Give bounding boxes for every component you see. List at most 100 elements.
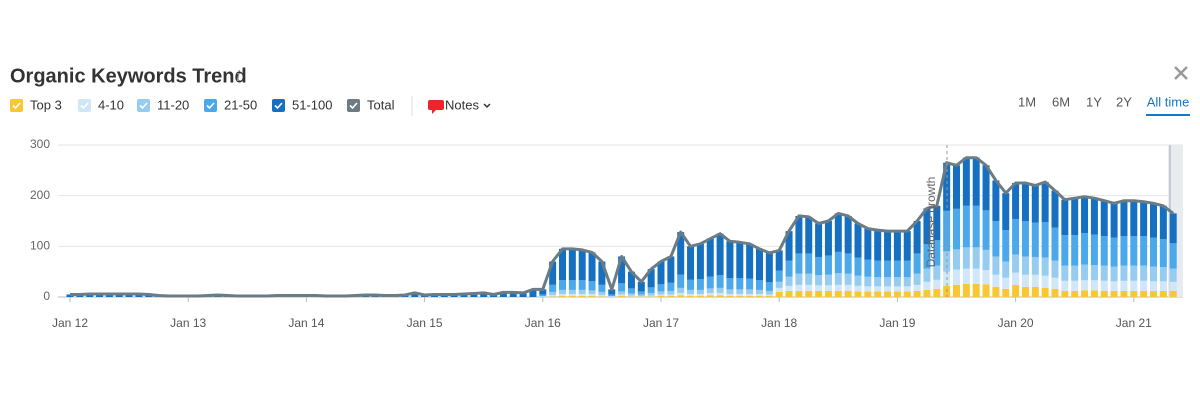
bar-segment xyxy=(588,290,596,294)
bar-segment xyxy=(736,278,744,290)
bar-segment xyxy=(962,247,970,269)
bar-segment xyxy=(696,289,704,294)
bar-segment xyxy=(637,296,645,297)
bar-segment xyxy=(588,295,596,297)
range-button[interactable]: All time xyxy=(1147,94,1190,109)
bar-segment xyxy=(992,221,1000,257)
bar-segment xyxy=(1090,198,1098,235)
bar-segment xyxy=(854,285,862,292)
bar-segment xyxy=(499,292,507,297)
bar-segment xyxy=(893,286,901,292)
bar-segment xyxy=(1012,272,1020,285)
bar-segment xyxy=(1110,290,1118,297)
bar-segment xyxy=(1021,256,1029,275)
bar-segment xyxy=(559,293,566,296)
bar-segment xyxy=(657,284,665,292)
bar-segment xyxy=(972,283,980,297)
bar-segment xyxy=(1031,274,1039,287)
bar-segment xyxy=(1041,222,1049,258)
notes-button[interactable]: Notes xyxy=(428,97,491,114)
bar-segment xyxy=(539,295,547,297)
bar-segment xyxy=(1100,236,1108,266)
bar-segment xyxy=(716,287,724,293)
legend-check xyxy=(274,102,283,110)
bar-segment xyxy=(756,248,763,281)
bar-segment xyxy=(568,293,576,296)
bar-segment xyxy=(972,268,980,284)
bar-segment xyxy=(923,281,931,290)
bar-segment xyxy=(1120,236,1128,266)
legend-item[interactable]: 51-100 xyxy=(272,97,332,112)
bar-segment xyxy=(1021,274,1029,287)
bar-segment xyxy=(716,275,724,288)
legend-item[interactable]: Total xyxy=(347,97,395,112)
bar-segment xyxy=(874,260,882,278)
bar-segment xyxy=(982,270,990,285)
bar-segment xyxy=(677,287,685,293)
bar-segment xyxy=(647,296,655,297)
bar-segment xyxy=(1012,218,1020,255)
legend-item[interactable]: 21-50 xyxy=(204,97,257,112)
annotation-label: Database growth xyxy=(924,177,938,268)
bar-segment xyxy=(1110,281,1118,291)
bar-segment xyxy=(1071,265,1079,281)
bar-segment xyxy=(933,288,941,297)
bar-segment xyxy=(657,291,665,295)
x-tick-label: Jan 15 xyxy=(407,316,443,330)
legend-item[interactable]: 11-20 xyxy=(137,97,189,112)
bar-segment xyxy=(470,293,478,297)
info-icon[interactable]: i xyxy=(236,67,241,85)
bar-segment xyxy=(618,256,626,284)
bar-segment xyxy=(962,283,970,297)
bar-segment xyxy=(824,290,832,297)
range-button[interactable]: 1Y xyxy=(1086,94,1102,109)
bar-segment xyxy=(696,279,704,290)
range-button[interactable]: 2Y xyxy=(1116,94,1132,109)
bar-segment xyxy=(647,269,655,288)
bar-segment xyxy=(667,290,675,295)
chart-title: Organic Keywords Trend xyxy=(10,65,247,87)
legend-label: Total xyxy=(367,97,395,112)
bar-segment xyxy=(726,289,734,294)
bar-segment xyxy=(953,208,960,250)
bar-segment xyxy=(874,291,882,297)
bar-segment xyxy=(992,274,1000,287)
bar-segment xyxy=(687,295,695,297)
bar-segment xyxy=(953,284,960,297)
bar-segment xyxy=(627,293,635,296)
bar-segment xyxy=(637,295,645,297)
bar-segment xyxy=(568,289,576,294)
bar-segment xyxy=(824,255,832,275)
legend-item[interactable]: Top 3 xyxy=(10,97,62,112)
close-button[interactable] xyxy=(1174,66,1188,80)
bar-segment xyxy=(578,249,586,281)
bar-segment xyxy=(933,265,941,280)
bar-segment xyxy=(637,294,645,296)
bar-segment xyxy=(795,290,803,297)
bar-segment xyxy=(608,289,616,295)
bar-segment xyxy=(696,293,704,296)
range-button[interactable]: 6M xyxy=(1052,94,1070,109)
bar-segment xyxy=(1061,265,1069,281)
bar-segment xyxy=(1061,199,1069,236)
bar-segment xyxy=(1169,243,1177,269)
bar-segment xyxy=(539,296,547,297)
bar-segment xyxy=(1150,281,1157,291)
legend-item[interactable]: 4-10 xyxy=(78,97,124,112)
range-button[interactable]: 1M xyxy=(1018,94,1036,109)
bar-segment xyxy=(539,289,547,295)
bar-segment xyxy=(962,157,970,206)
bar-segment xyxy=(1071,290,1079,297)
bar-segment xyxy=(1140,236,1148,266)
bar-segment xyxy=(667,282,675,291)
bar-segment xyxy=(588,293,596,296)
bar-segment xyxy=(578,293,586,296)
bar-segment xyxy=(1110,237,1118,267)
bar-segment xyxy=(756,280,763,290)
x-tick-label: Jan 18 xyxy=(761,316,797,330)
bar-segment xyxy=(588,252,596,282)
bar-segment xyxy=(1051,227,1059,261)
bar-segment xyxy=(756,293,763,296)
bar-segment xyxy=(687,279,695,290)
x-tick-label: Jan 21 xyxy=(1116,316,1152,330)
